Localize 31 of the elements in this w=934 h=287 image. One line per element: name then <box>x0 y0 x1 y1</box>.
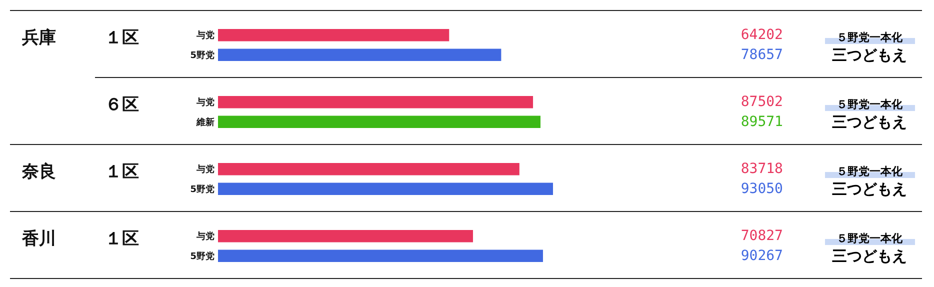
y-tick-label: 与党 <box>196 97 214 108</box>
y-tick-label: 5野党 <box>190 50 214 61</box>
y-tick-label: 維新 <box>196 116 214 128</box>
chart-subtitle: １区 <box>105 229 139 249</box>
text: 香川 <box>21 229 56 249</box>
text: 三つどもえ <box>831 113 908 132</box>
text: 三つどもえ <box>831 180 908 199</box>
data-label: 87502 <box>740 94 783 110</box>
data-label: 70827 <box>740 228 783 244</box>
y-tick-label: 与党 <box>196 30 214 42</box>
y-tick-label: 与党 <box>196 231 214 242</box>
text: 兵庫 <box>21 28 56 48</box>
text: ５野党一本化 <box>824 98 914 111</box>
text: 三つどもえ <box>831 46 908 65</box>
data-label: 93050 <box>740 180 783 197</box>
text: ５野党一本化 <box>824 165 914 178</box>
text: ５野党一本化 <box>824 232 914 245</box>
data-label: 64202 <box>740 27 783 44</box>
chart-subtitle: １区 <box>105 28 139 48</box>
data-label: 78657 <box>740 46 783 63</box>
y-tick-label: 5野党 <box>190 184 214 195</box>
data-label: 83718 <box>740 161 783 178</box>
text: ５野党一本化 <box>824 31 914 44</box>
y-tick-label: 与党 <box>196 164 214 176</box>
text: 奈良 <box>21 162 56 182</box>
y-tick-label: 5野党 <box>190 250 214 262</box>
chart-subtitle: ６区 <box>105 95 139 115</box>
chart-subtitle: １区 <box>105 162 139 182</box>
data-label: 90267 <box>740 248 783 264</box>
text: 三つどもえ <box>831 247 908 266</box>
data-label: 89571 <box>740 114 783 130</box>
